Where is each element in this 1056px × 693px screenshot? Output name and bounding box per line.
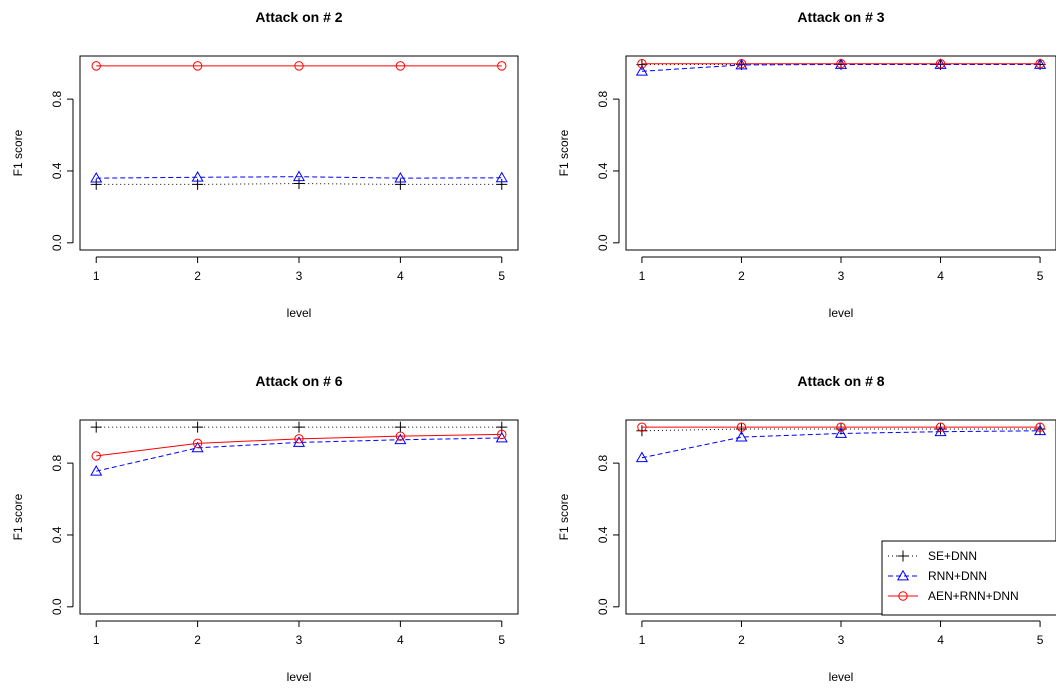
x-tick-label: 3 bbox=[296, 269, 303, 283]
x-tick-label: 4 bbox=[937, 269, 944, 283]
chart-panel-2: Attack on # 3 1 2 3 4 5 level 0.0 0.4 0.8 F1 score bbox=[557, 9, 1056, 320]
chart-title: Attack on # 3 bbox=[797, 9, 884, 25]
legend-label: AEN+RNN+DNN bbox=[928, 589, 1019, 603]
y-tick-label: 0.0 bbox=[50, 598, 64, 615]
data-point bbox=[496, 422, 507, 433]
x-tick-label: 3 bbox=[838, 633, 845, 647]
data-point bbox=[192, 179, 203, 190]
x-tick-label: 3 bbox=[838, 269, 845, 283]
data-point bbox=[496, 179, 507, 190]
x-tick-label: 5 bbox=[498, 633, 505, 647]
y-tick-label: 0.8 bbox=[596, 454, 610, 471]
x-tick-label: 5 bbox=[1037, 269, 1044, 283]
legend-label: SE+DNN bbox=[928, 549, 977, 563]
chart-title: Attack on # 8 bbox=[797, 373, 884, 389]
x-tick-label: 4 bbox=[397, 633, 404, 647]
series-aen-rnn-dnn bbox=[92, 62, 506, 70]
x-tick-label: 1 bbox=[93, 269, 100, 283]
x-tick-label: 1 bbox=[93, 633, 100, 647]
x-tick-label: 2 bbox=[738, 633, 745, 647]
series-se-dnn bbox=[91, 178, 508, 190]
y-tick-label: 0.4 bbox=[596, 526, 610, 543]
series-aen-rnn-dnn bbox=[92, 430, 506, 460]
x-axis-label: level bbox=[287, 306, 312, 320]
chart-panel-4: Attack on # 8 1 2 3 4 5 level 0.0 0.4 0.8 F1 score… bbox=[557, 373, 1056, 684]
y-axis-label: F1 score bbox=[11, 493, 25, 540]
x-tick-label: 1 bbox=[639, 633, 646, 647]
y-tick-label: 0.8 bbox=[50, 454, 64, 471]
x-tick-label: 5 bbox=[498, 269, 505, 283]
chart-panel-1: Attack on # 2 1 2 3 4 5 level 0.0 0.4 0.8 F1 score bbox=[11, 9, 518, 320]
legend-label: RNN+DNN bbox=[928, 569, 987, 583]
x-tick-label: 2 bbox=[738, 269, 745, 283]
x-tick-label: 3 bbox=[296, 633, 303, 647]
x-tick-label: 4 bbox=[397, 269, 404, 283]
data-point bbox=[395, 422, 406, 433]
x-tick-label: 1 bbox=[639, 269, 646, 283]
data-point bbox=[192, 422, 203, 433]
x-tick-label: 4 bbox=[937, 633, 944, 647]
y-tick-label: 0.0 bbox=[596, 234, 610, 251]
y-axis-label: F1 score bbox=[11, 129, 25, 176]
plot-frame bbox=[80, 420, 518, 614]
y-tick-label: 0.4 bbox=[50, 162, 64, 179]
data-point bbox=[294, 178, 305, 189]
chart-title: Attack on # 2 bbox=[255, 9, 342, 25]
series-rnn-dnn bbox=[91, 172, 507, 183]
series-line bbox=[642, 431, 1040, 458]
series-se-dnn bbox=[636, 423, 1045, 436]
y-tick-label: 0.4 bbox=[596, 162, 610, 179]
y-tick-label: 0.8 bbox=[50, 90, 64, 107]
x-axis-label: level bbox=[829, 670, 854, 684]
data-point bbox=[91, 422, 102, 433]
x-tick-label: 2 bbox=[194, 633, 201, 647]
legend: SE+DNN RNN+DNN AEN+RNN+DNN bbox=[882, 541, 1056, 615]
y-tick-label: 0.8 bbox=[596, 90, 610, 107]
y-axis-label: F1 score bbox=[557, 129, 571, 176]
plot-frame bbox=[626, 56, 1056, 250]
y-tick-label: 0.0 bbox=[596, 598, 610, 615]
x-axis-label: level bbox=[287, 670, 312, 684]
plot-frame bbox=[80, 56, 518, 250]
chart-panel-3: Attack on # 6 1 2 3 4 5 level 0.0 0.4 0.8 F1 score bbox=[11, 373, 518, 684]
series-line bbox=[96, 177, 502, 178]
chart-title: Attack on # 6 bbox=[255, 373, 342, 389]
y-axis-label: F1 score bbox=[557, 493, 571, 540]
x-tick-label: 2 bbox=[194, 269, 201, 283]
y-tick-label: 0.0 bbox=[50, 234, 64, 251]
y-tick-label: 0.4 bbox=[50, 526, 64, 543]
data-point bbox=[294, 422, 305, 433]
series-se-dnn bbox=[91, 422, 508, 433]
x-tick-label: 5 bbox=[1037, 633, 1044, 647]
x-axis-label: level bbox=[829, 306, 854, 320]
